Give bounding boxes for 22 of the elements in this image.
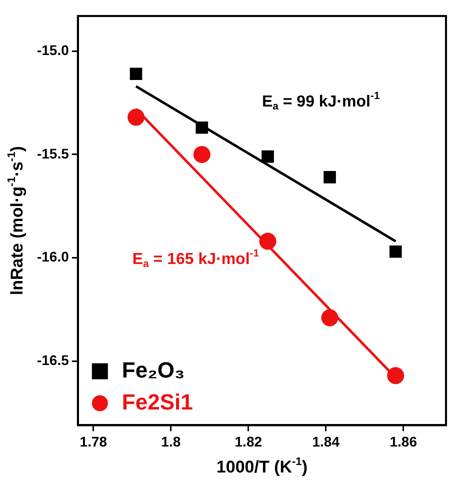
point — [262, 150, 274, 163]
x-tick-label: 1.82 — [234, 433, 262, 450]
y-tick-label: -16.5 — [36, 352, 70, 368]
x-tick-label: 1.78 — [80, 433, 108, 450]
y-axis-title: lnRate (mol·g-1·s-1) — [6, 146, 27, 296]
point — [389, 245, 402, 258]
x-tick-label: 1.8 — [161, 433, 181, 450]
point — [128, 108, 145, 126]
point — [321, 309, 338, 326]
legend-label: Fe2Si1 — [122, 389, 193, 414]
point — [259, 232, 276, 250]
point — [130, 68, 142, 80]
point — [387, 367, 404, 384]
y-tick-label: -15.5 — [36, 145, 70, 162]
point — [193, 146, 210, 163]
legend-label: Fe₂O₃ — [122, 357, 185, 382]
point — [324, 171, 336, 184]
x-tick-label: 1.86 — [390, 433, 418, 450]
y-tick-label: -16.0 — [36, 248, 70, 265]
point — [196, 121, 208, 134]
x-tick-label: 1.84 — [312, 433, 340, 450]
y-tick-label: -15.0 — [36, 42, 70, 58]
